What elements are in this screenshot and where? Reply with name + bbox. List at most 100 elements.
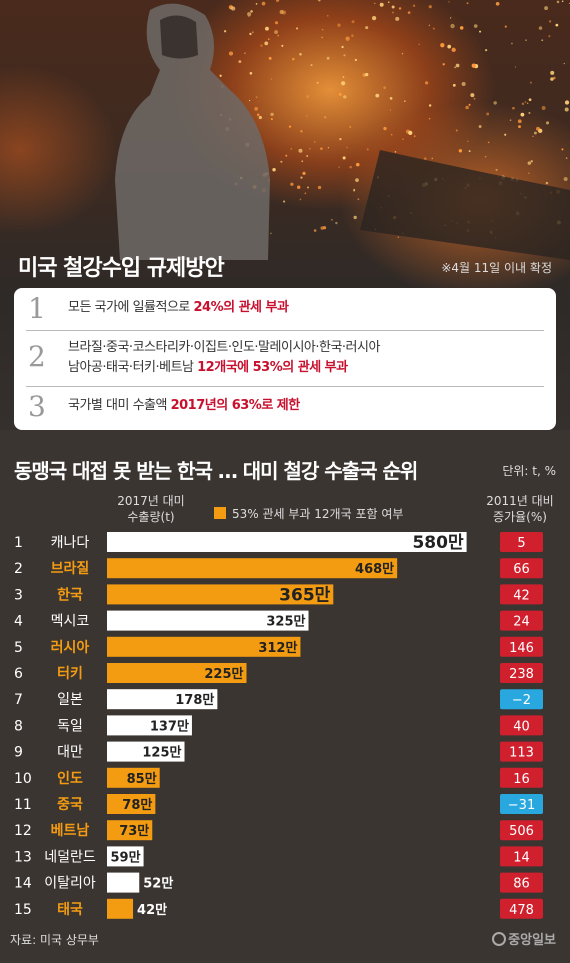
spark: [493, 101, 497, 105]
rank-label: 5: [14, 640, 23, 656]
spark: [341, 45, 344, 49]
growth-badge: [500, 820, 543, 841]
spark: [471, 63, 476, 68]
spark: [449, 17, 452, 19]
spark: [230, 6, 236, 11]
country-label: 네덜란드: [44, 849, 96, 865]
spark: [394, 150, 397, 153]
bar: [107, 846, 144, 867]
spark: [314, 141, 316, 143]
plan-divider: [26, 386, 544, 387]
spark: [467, 140, 469, 143]
spark: [450, 23, 455, 29]
spark: [255, 2, 258, 5]
bar: [107, 610, 309, 631]
spark: [473, 97, 476, 100]
spark: [290, 148, 293, 150]
spark: [296, 185, 301, 189]
spark: [374, 2, 376, 4]
spark: [309, 147, 311, 150]
spark: [327, 15, 329, 17]
rank-label: 1: [14, 535, 23, 551]
spark: [345, 36, 350, 41]
spark: [391, 5, 395, 9]
spark: [343, 95, 347, 99]
spark: [349, 126, 352, 129]
bar-value-label: 225만: [204, 666, 243, 682]
spark: [424, 81, 429, 85]
spark: [484, 155, 487, 158]
bar-value-label: 468만: [355, 561, 394, 577]
spark: [274, 30, 278, 34]
spark: [238, 60, 242, 64]
plan-text: 모든 국가에 일률적으로 24%의 관세 부과: [68, 300, 289, 315]
spark: [538, 26, 543, 30]
spark: [470, 93, 475, 98]
growth-value-label: 16: [513, 772, 530, 787]
growth-badge: [500, 898, 543, 919]
spark: [451, 47, 456, 53]
bar: [107, 741, 185, 762]
spark: [528, 98, 532, 102]
spark: [306, 95, 310, 98]
spark: [256, 113, 260, 116]
spark: [375, 93, 380, 98]
spark: [264, 41, 269, 46]
spark: [404, 100, 406, 102]
spark: [223, 30, 227, 33]
bar-value-label: 365만: [279, 585, 330, 605]
bar-value-label: 580만: [412, 533, 463, 553]
spark: [280, 160, 283, 163]
spark: [260, 44, 263, 47]
spark: [258, 115, 263, 120]
spark: [300, 176, 303, 179]
spark: [395, 16, 400, 21]
spark: [355, 162, 360, 167]
spark: [306, 115, 308, 117]
plan-title: 미국 철강수입 규제방안: [18, 256, 225, 281]
growth-badge: [500, 767, 543, 788]
spark: [321, 36, 323, 39]
spark: [520, 112, 525, 117]
growth-badge: [500, 846, 543, 867]
bar-value-label: 325만: [266, 614, 305, 630]
growth-value-label: 40: [513, 719, 530, 734]
rank-label: 7: [14, 692, 23, 708]
bar: [107, 767, 160, 788]
spark: [371, 15, 377, 21]
spark: [268, 56, 272, 60]
spark: [338, 92, 342, 96]
bar: [107, 532, 467, 552]
growth-badge: [500, 872, 543, 893]
country-label: 이탈리아: [44, 876, 96, 892]
spark: [563, 177, 568, 182]
spark: [296, 27, 299, 30]
growth-badge: [500, 715, 543, 736]
spark: [357, 198, 360, 201]
spark: [428, 117, 431, 120]
rank-label: 11: [14, 797, 32, 813]
growth-value-label: 14: [513, 850, 530, 865]
spark: [310, 64, 313, 67]
bar: [107, 715, 192, 736]
spark: [337, 23, 341, 27]
spark: [254, 107, 258, 111]
spark: [342, 76, 345, 78]
spark: [274, 21, 279, 25]
spark: [447, 44, 452, 49]
logo-icon: [492, 932, 507, 946]
spark: [389, 109, 392, 111]
spark: [423, 157, 427, 161]
country-label: 한국: [57, 587, 83, 603]
spark: [431, 157, 433, 160]
bar-value-label: 137만: [150, 718, 189, 734]
rank-label: 12: [14, 823, 32, 839]
spark: [564, 100, 570, 105]
spark: [383, 126, 387, 131]
spark: [249, 32, 252, 36]
spark: [398, 7, 402, 10]
spark: [541, 39, 544, 42]
rank-label: 3: [14, 587, 23, 603]
plan-divider: [26, 330, 544, 331]
plan-number: 1: [28, 292, 46, 325]
